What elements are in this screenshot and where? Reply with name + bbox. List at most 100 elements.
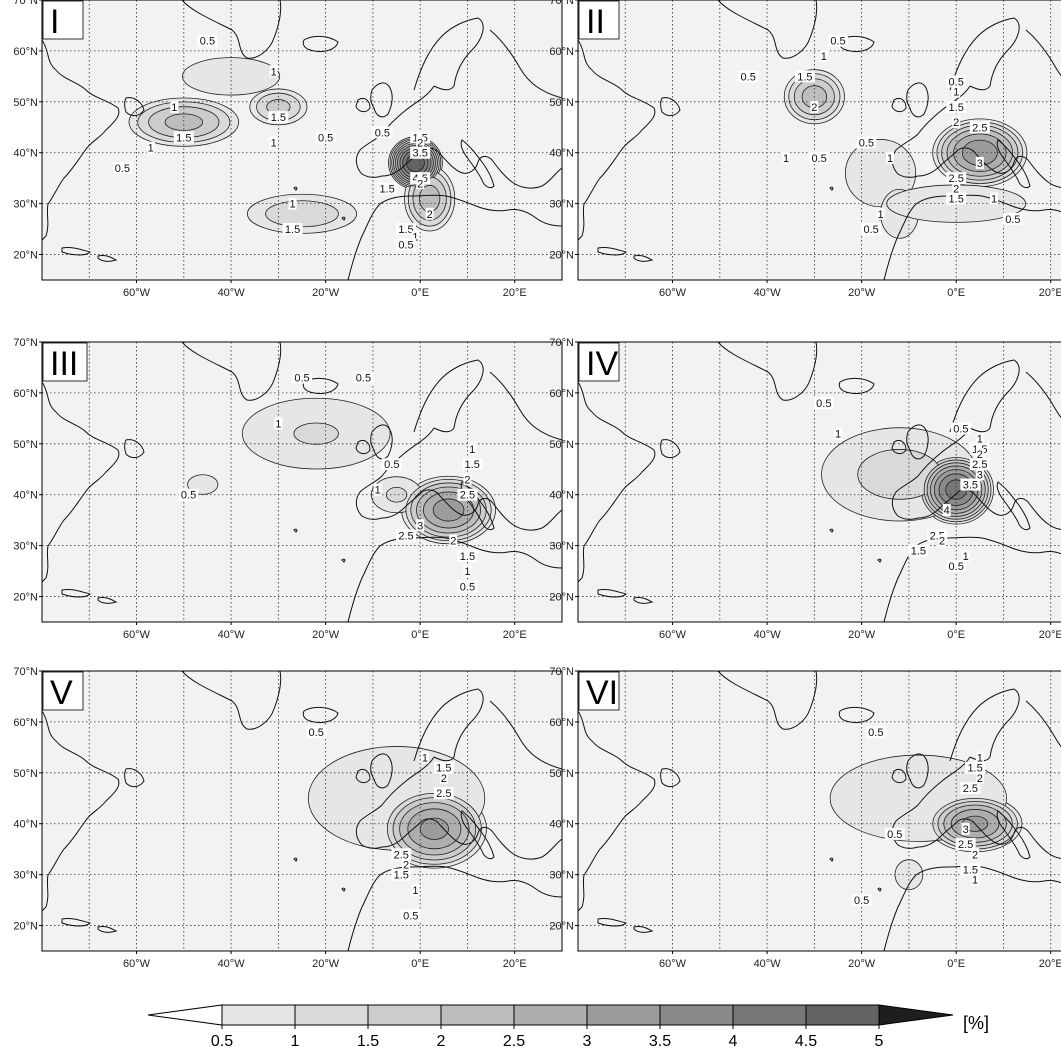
lon-tick-label: 20°W (312, 958, 340, 970)
contour-label: 3.5 (413, 148, 428, 160)
contour-label: 2.5 (958, 839, 973, 851)
contour-label: 1.5 (436, 763, 451, 775)
panel-label-text: II (586, 3, 605, 41)
contour-label: 2 (403, 859, 409, 871)
colorbar-swatch (805, 1004, 880, 1026)
contour-label: 2 (450, 536, 456, 548)
lat-tick-label: 60°N (549, 388, 574, 400)
contour-label-bg (886, 151, 894, 164)
contour-label: 0.5 (811, 153, 826, 165)
contour-label: 0.5 (741, 71, 756, 83)
colorbar-tick-label: 4 (729, 1033, 738, 1050)
contour-label-bg (961, 549, 970, 562)
contour-label-bg (411, 230, 420, 243)
contour-label-bg (1002, 212, 1023, 225)
contour-label: 0.5 (953, 424, 968, 436)
contour-label-bg (396, 238, 416, 251)
lon-tick-label: 0°E (411, 629, 429, 641)
contour-label-bg (834, 427, 842, 440)
lat-tick-label: 50°N (13, 768, 38, 780)
map-panel-II: 0.510.5 1.520.51 0.5 10.511.52 2.532.521.5 11… (549, 0, 1061, 299)
contour-label-bg (955, 838, 976, 851)
contour-label-bg (960, 863, 981, 876)
map-panel-IV: 0.510.511.522.533.542.521.510.5IV70°N60°… (549, 337, 1061, 641)
lat-tick-label: 70°N (13, 0, 38, 7)
contour-label-bg (828, 34, 848, 47)
contour-label-bg (402, 858, 410, 871)
contour-label-bg (961, 822, 970, 835)
axis-labels: 70°N 60°N 50°N 40°N 30°N 20°N 60°W 40°W 20°W 0°E 2… (549, 0, 1061, 299)
contour-label: 2 (441, 773, 447, 785)
contour-label: 0.5 (403, 910, 418, 922)
lat-tick-label: 40°N (13, 490, 38, 502)
contour-label-bg (391, 868, 412, 881)
contour-label: 2 (939, 536, 945, 548)
lon-tick-label: 60°W (659, 287, 687, 299)
colorbar-swatch (440, 1004, 515, 1026)
contour-label: 2.5 (436, 788, 451, 800)
contour-label-bg (861, 223, 882, 236)
contour-label: 1 (963, 551, 969, 563)
lat-tick-label: 20°N (13, 921, 38, 933)
colorbar-tick-label: 2 (437, 1033, 446, 1050)
map-frame (41, 0, 563, 281)
lat-tick-label: 70°N (549, 666, 574, 678)
contour-label: 1 (953, 87, 959, 99)
contour-label: 1 (877, 209, 883, 221)
contour-label-bg (178, 488, 199, 501)
contour-label: 1.5 (460, 551, 475, 563)
lon-tick-label: 40°W (754, 958, 782, 970)
lat-tick-label: 20°N (13, 592, 38, 604)
contour-label-bg (400, 909, 421, 922)
contour-label: 1 (375, 485, 381, 497)
contour-label: 1.5 (911, 546, 926, 558)
contour-label-bg (946, 192, 967, 205)
contour-label: 2 (977, 773, 983, 785)
contour-label-bg (269, 136, 278, 149)
colorbar-swatch (221, 1004, 296, 1026)
contour-label: 2 (953, 117, 959, 129)
contour-label: 1 (464, 566, 470, 578)
contour-label-bg (433, 761, 454, 774)
colorbar-tick-label: 3.5 (649, 1033, 671, 1050)
contour-label-bg (410, 146, 431, 159)
contour-label-bg (173, 131, 194, 144)
contour-label-bg (457, 488, 478, 501)
contour-labels: 0.510.5 1.520.51 0.5 10.511.52 2.532.521.5 11… (738, 34, 1023, 236)
colorbar-tick-label: 0.5 (211, 1033, 233, 1050)
lat-tick-label: 30°N (549, 870, 574, 882)
lat-tick-label: 50°N (549, 768, 574, 780)
colorbar: 0.5 1 1.5 2 2.5 3 3.5 4 4.5 5 [%] (147, 1004, 989, 1050)
contour-label-bg (952, 182, 961, 195)
contour-label: 1 (469, 444, 475, 456)
panel-label: II (578, 0, 620, 41)
contour-label: 3 (977, 158, 983, 170)
lon-tick-label: 20°E (1039, 287, 1061, 299)
contour-label-bg (965, 761, 986, 774)
contour-label-bg (468, 442, 477, 455)
contour-label-bg (396, 223, 416, 236)
lon-tick-label: 20°W (312, 287, 340, 299)
lat-tick-label: 30°N (13, 870, 38, 882)
contour-label: 1 (991, 194, 997, 206)
contour-label-bg (282, 223, 303, 236)
lon-tick-label: 20°E (503, 629, 527, 641)
lon-tick-label: 40°W (218, 629, 246, 641)
contour-label-bg (353, 371, 374, 384)
map-background (42, 671, 562, 951)
lon-tick-label: 0°E (411, 287, 429, 299)
contour-label-bg (810, 100, 819, 113)
contour-label-bg (865, 726, 886, 739)
contour-label: 1.5 (379, 183, 394, 195)
contour-label: 0.5 (294, 373, 309, 385)
contour-label-bg (942, 504, 951, 516)
colorbar-extend-high (878, 1004, 954, 1026)
axis-labels: 70°N 60°N 50°N 40°N 30°N 20°N 60°W 40°W 20°W 0°E 2… (549, 337, 1061, 641)
lon-tick-label: 60°W (123, 629, 151, 641)
contour-labels: 0.5 0.5 1 0.5 0.5 1 1 1.5 2 2.5 3 2.5 2 1.5 1 0.5 (178, 371, 483, 593)
contour-labels: 0.5111.510.51.510.50.51.523.54.521.511.5… (112, 34, 434, 251)
panel-label-text: IV (586, 345, 618, 383)
lat-tick-label: 70°N (13, 337, 38, 349)
contour-label: 1 (271, 66, 277, 78)
